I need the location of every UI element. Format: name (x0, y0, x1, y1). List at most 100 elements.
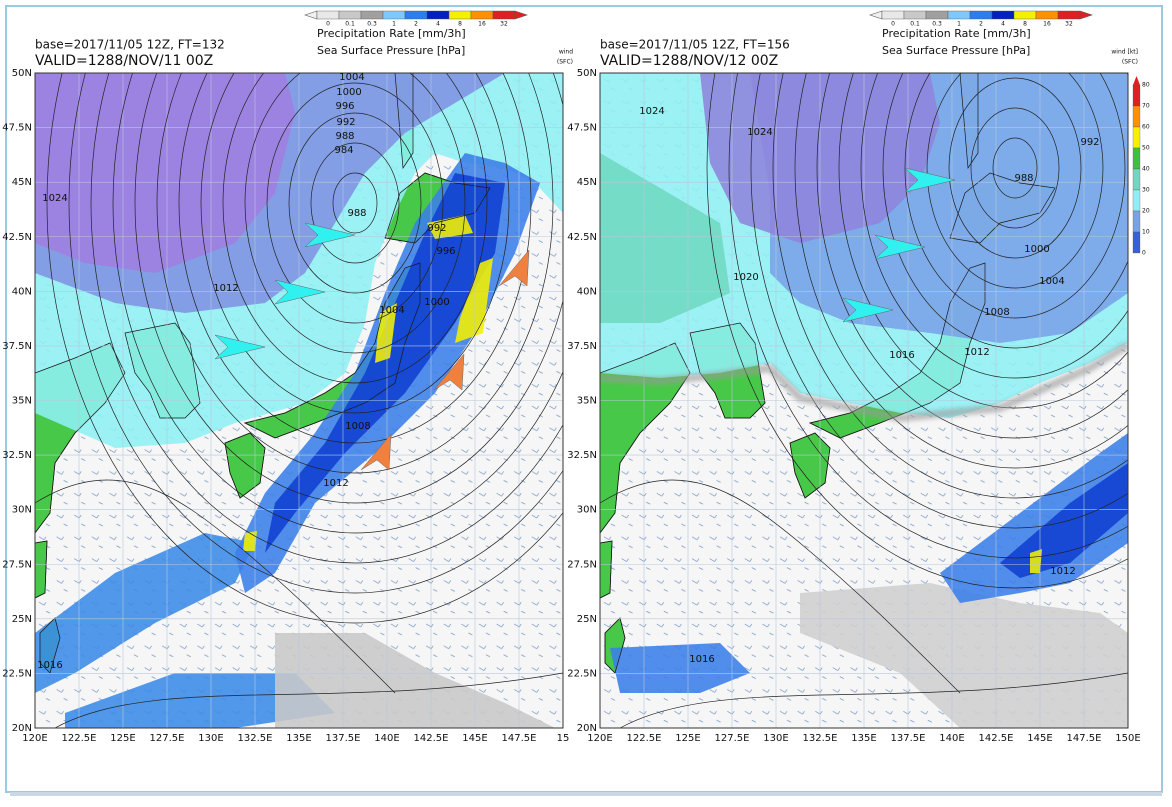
wind-label: wind (559, 49, 573, 56)
isobar (244, 73, 466, 354)
coastline (600, 342, 691, 534)
pressure-title: Sea Surface Pressure [hPa] (317, 44, 465, 57)
map-area (35, 73, 563, 728)
isobar (838, 73, 1128, 409)
lat-label: 30N (577, 505, 597, 516)
wind-label: (SFC) (557, 59, 573, 66)
lat-label: 32.5N (567, 450, 597, 461)
colorbar-label: 16 (1043, 21, 1051, 28)
isobar (310, 142, 400, 264)
colorbar-label: 8 (1023, 21, 1027, 28)
isobar-label: 1024 (747, 127, 772, 138)
lat-label: 27.5N (2, 559, 32, 570)
lon-label: 130E (198, 733, 223, 744)
colorbar-segment (903, 10, 927, 20)
colorbar-label: 0.3 (932, 21, 942, 28)
colorbar-title: Precipitation Rate [mm/3h] (317, 27, 466, 40)
isobar-label: 988 (335, 131, 354, 142)
wind-label: (SFC) (1122, 59, 1138, 66)
isobar-label: 1000 (336, 87, 361, 98)
colorbar-segment (382, 10, 406, 20)
lon-label: 120E (22, 733, 47, 744)
frame-shadow (10, 792, 1162, 796)
lat-label: 22.5N (2, 668, 32, 679)
precipitation (35, 533, 255, 693)
colorbar-label: 0 (891, 21, 895, 28)
wind-colorbar-label: 40 (1142, 166, 1150, 173)
lat-label: 45N (12, 177, 32, 188)
lon-label: 130E (763, 733, 788, 744)
wind-colorbar-segment (1132, 189, 1141, 212)
orange-arrow (360, 433, 392, 471)
isobar-label: 1016 (889, 350, 914, 361)
base-time: base=2017/11/05 12Z, FT=132 (35, 38, 225, 52)
colorbar-segment (925, 10, 949, 20)
coastline (243, 262, 421, 439)
lon-label: 147.5E (502, 733, 537, 744)
wind-colorbar-segment (1132, 168, 1141, 191)
pressure-title: Sea Surface Pressure [hPa] (882, 44, 1030, 57)
lat-label: 37.5N (2, 341, 32, 352)
isobar (54, 672, 563, 728)
wind-label: wind [kt] (1111, 49, 1138, 56)
isobar (926, 73, 1104, 289)
isobar-label: 1024 (42, 193, 67, 204)
colorbar-label: 0.1 (910, 21, 920, 28)
valid-time: VALID=1288/NOV/11 00Z (35, 53, 213, 69)
colorbar-label: 16 (478, 21, 486, 28)
lat-label: 25N (577, 614, 597, 625)
cold-air-shadow (600, 341, 1128, 423)
map-area (600, 73, 1128, 728)
isobar (948, 77, 1082, 259)
lon-label: 145E (1027, 733, 1052, 744)
lon-label: 132.5E (803, 733, 838, 744)
lon-label: 15 (557, 733, 570, 744)
isobar-label: 1004 (339, 72, 364, 83)
colorbar-segment (1057, 10, 1081, 20)
coastline (224, 432, 266, 499)
isobar-label: 988 (347, 208, 366, 219)
isobar (156, 73, 554, 474)
isobar (222, 73, 488, 384)
lat-label: 42.5N (2, 232, 32, 243)
colorbar-label: 4 (1001, 21, 1005, 28)
precipitation (455, 258, 493, 343)
lat-label: 50N (577, 68, 597, 79)
isobar (46, 73, 563, 624)
coastline (689, 322, 766, 419)
coastline (789, 432, 831, 499)
colorbar-label: 1 (392, 21, 396, 28)
precipitation (427, 215, 473, 239)
precipitation (243, 531, 257, 551)
colorbar-segment (316, 10, 340, 20)
lat-label: 27.5N (567, 559, 597, 570)
lon-label: 150E (1115, 733, 1140, 744)
isobar-label: 1008 (345, 421, 370, 432)
isobar-label: 996 (335, 101, 354, 112)
coastline (600, 540, 613, 599)
colorbar-segment (338, 10, 362, 20)
lat-label: 37.5N (567, 341, 597, 352)
lat-label: 35N (577, 396, 597, 407)
wind-colorbar-arrow (1133, 76, 1140, 85)
isobar (772, 73, 1128, 499)
lat-label: 42.5N (567, 232, 597, 243)
lat-label: 25N (12, 614, 32, 625)
wind-colorbar-segment (1132, 84, 1141, 107)
colorbar-segment (426, 10, 450, 20)
colorbar-label: 0.3 (367, 21, 377, 28)
wind-colorbar-segment (1132, 126, 1141, 149)
lon-label: 122.5E (627, 733, 662, 744)
isobar (816, 73, 1128, 439)
isobar-label: 1012 (213, 283, 238, 294)
wind-colorbar-segment (1132, 147, 1141, 170)
isobar-label: 1016 (37, 660, 62, 671)
cyan-arrow (274, 279, 326, 305)
lon-label: 122.5E (62, 733, 97, 744)
colorbar-segment (991, 10, 1015, 20)
lon-label: 142.5E (414, 733, 449, 744)
lon-label: 140E (939, 733, 964, 744)
isobar-label: 992 (427, 223, 446, 234)
isobar (882, 73, 1128, 349)
isobar-label: 1004 (379, 305, 404, 316)
